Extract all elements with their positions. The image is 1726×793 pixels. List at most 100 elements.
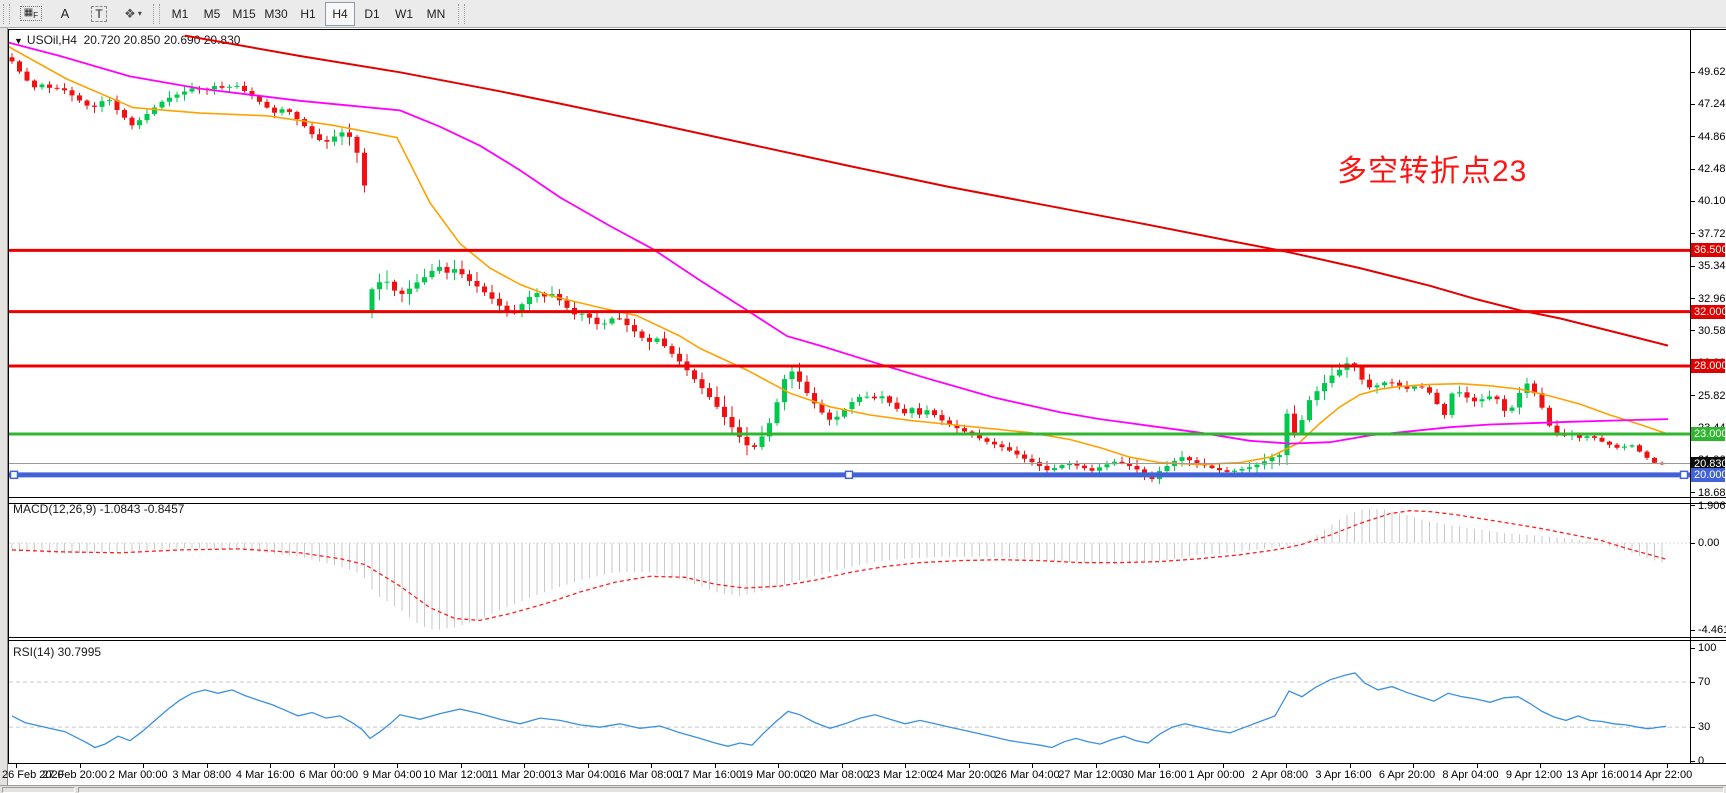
time-axis-tick-mark: [1667, 763, 1668, 768]
candle-bull: [1254, 464, 1260, 468]
candle-bear: [707, 388, 712, 398]
symbol-dropdown-icon[interactable]: ▼: [14, 36, 23, 46]
time-axis-tick-mark: [587, 763, 589, 768]
chart-left-margin: [0, 28, 8, 785]
toolbar-grip: [153, 3, 160, 24]
timeframe-h4-active[interactable]: H4: [325, 1, 355, 26]
candle-bull: [1112, 461, 1117, 465]
time-axis-label: 2 Apr 08:00: [1251, 769, 1309, 781]
candle-bear: [1217, 468, 1222, 471]
chart-area[interactable]: [0, 28, 1726, 793]
hline-drag-handle[interactable]: [9, 470, 19, 480]
candle-bull: [99, 101, 105, 107]
time-axis-label: 26 Mar 04:00: [994, 769, 1060, 781]
candle-bull: [924, 410, 930, 415]
candle-bull: [1584, 436, 1590, 438]
time-axis-tick-mark: [1159, 763, 1160, 768]
candle-bear: [677, 353, 682, 362]
ma-fast-orange: [9, 46, 1669, 466]
candle-bull: [234, 85, 240, 87]
macd-signal-line: [11, 510, 1669, 622]
macd-indicator-label: MACD(12,26,9) -1.0843 -0.8457: [13, 502, 185, 516]
text-label-button[interactable]: A: [60, 6, 70, 21]
candle-bear: [887, 396, 892, 403]
candle-bull: [39, 84, 45, 88]
price-axis-tick-mark: [1691, 298, 1695, 300]
candle-bear: [1637, 445, 1642, 452]
candle-bear: [1404, 385, 1410, 389]
palette-button[interactable]: ❖ ▾: [124, 5, 142, 21]
candle-bear: [1359, 366, 1365, 380]
candle-bear: [62, 88, 67, 91]
rsi-axis-tick: 70: [1698, 676, 1711, 689]
candle-bull: [332, 136, 337, 142]
candle-bear: [9, 57, 15, 62]
time-axis-label: 8 Apr 04:00: [1442, 769, 1499, 781]
candle-bear: [1419, 386, 1425, 388]
timeframe-d1[interactable]: D1: [364, 6, 380, 21]
drawing-tools-group: ▦F A T ❖ ▾: [14, 2, 150, 26]
timeframe-m5[interactable]: M5: [203, 6, 221, 21]
candle-bear: [962, 428, 967, 432]
time-axis-label: 30 Mar 16:00: [1121, 769, 1187, 781]
anchor-frame-button[interactable]: ▦F: [14, 2, 48, 26]
candle-bear: [354, 136, 360, 153]
timeframe-m30[interactable]: M30: [264, 6, 288, 21]
ma-slow-red: [184, 34, 1669, 347]
candle-bull: [519, 304, 525, 313]
candle-bear: [1599, 437, 1605, 442]
candle-bull: [774, 402, 780, 424]
candle-bear: [302, 119, 307, 127]
timeframe-h1[interactable]: H1: [300, 6, 316, 21]
candle-bear: [594, 317, 600, 325]
candle-bear: [467, 274, 472, 281]
candle-bear: [1089, 468, 1095, 471]
hline-drag-handle[interactable]: [844, 470, 854, 480]
candle-bear: [752, 445, 757, 447]
candle-bear: [1389, 382, 1395, 384]
price-axis-tick-mark: [1691, 265, 1695, 267]
candle-bear: [272, 107, 277, 113]
candle-bull: [189, 88, 195, 92]
candle-bear: [1532, 383, 1537, 394]
timeframe-m1[interactable]: M1: [171, 6, 189, 21]
time-axis-tick-mark: [206, 763, 208, 768]
price-axis-tick: 49.620: [1698, 66, 1726, 78]
time-axis-label: 2 Mar 00:00: [108, 769, 168, 781]
candle-bear: [1194, 460, 1200, 463]
time-axis-label: 17 Mar 16:00: [677, 769, 743, 781]
candle-bull: [384, 281, 390, 283]
rsi-axis-tick-mark: [1691, 647, 1695, 649]
candle-bull: [1517, 392, 1522, 408]
hline-drag-handle[interactable]: [1679, 470, 1689, 480]
candle-bear: [1644, 451, 1650, 458]
time-axis-tick-mark: [397, 763, 398, 768]
text-box-button[interactable]: T: [82, 2, 116, 26]
candle-bull: [1059, 465, 1065, 469]
timeframe-w1[interactable]: W1: [395, 6, 413, 21]
candle-bull: [834, 416, 840, 420]
candle-bull: [369, 289, 375, 313]
candle-bull: [1629, 445, 1635, 447]
candle-bull: [1337, 369, 1342, 376]
candle-bear: [242, 85, 247, 91]
symbol-name: USOil,H4: [26, 33, 77, 47]
candle-bear: [1442, 403, 1447, 415]
candle-bear: [624, 318, 630, 326]
candle-bull: [1097, 467, 1102, 471]
candle-bull: [842, 409, 847, 417]
candle-bear: [1224, 470, 1230, 472]
candle-bear: [1547, 407, 1552, 426]
timeframe-m15[interactable]: M15: [232, 6, 256, 21]
candle-bull: [279, 109, 285, 113]
time-axis-tick-mark: [905, 763, 906, 768]
candle-bull: [1277, 455, 1282, 458]
rsi-axis-tick: 0: [1698, 755, 1705, 767]
candle-bear: [347, 132, 352, 137]
chart-text-annotation[interactable]: 多空转折点23: [1337, 155, 1528, 188]
candle-bear: [1074, 463, 1080, 466]
candle-bull: [602, 323, 607, 325]
candle-bull: [1269, 457, 1275, 462]
timeframe-mn[interactable]: MN: [426, 6, 446, 21]
